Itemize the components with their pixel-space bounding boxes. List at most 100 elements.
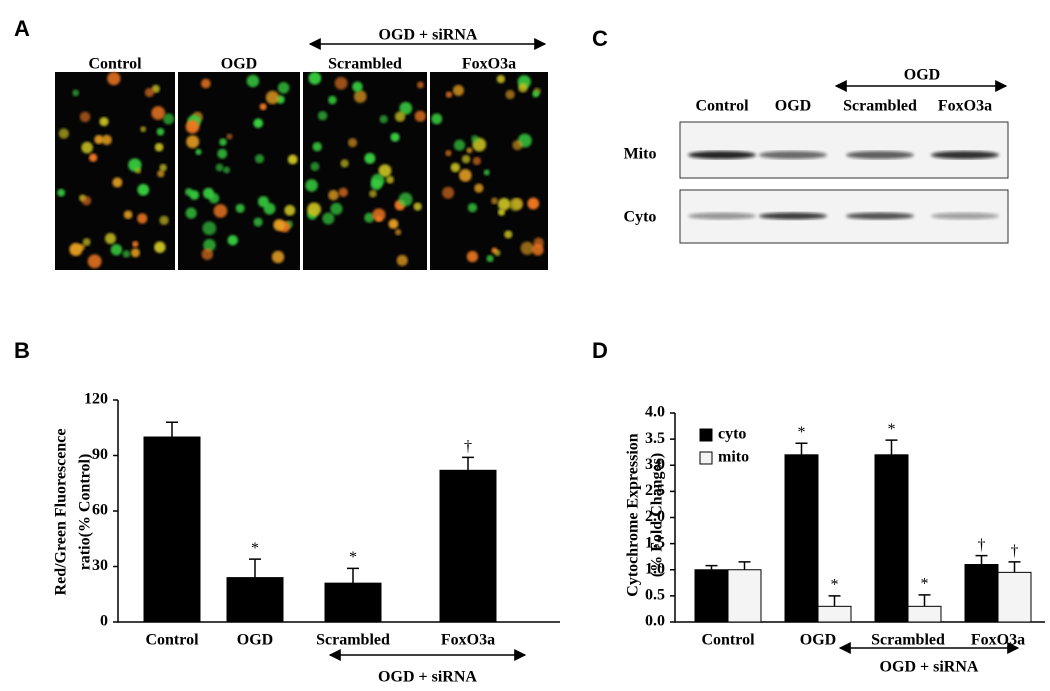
cell xyxy=(94,134,104,145)
cell xyxy=(82,238,91,247)
cell xyxy=(431,113,443,125)
cell xyxy=(417,81,424,89)
cell xyxy=(471,134,479,143)
bar xyxy=(907,605,942,623)
cell xyxy=(413,202,422,211)
panel-label: C xyxy=(592,26,608,51)
cell xyxy=(375,215,383,222)
panel-label: D xyxy=(592,338,608,363)
annotation: * xyxy=(251,540,259,557)
cell xyxy=(246,74,260,88)
cell xyxy=(273,219,286,231)
cell xyxy=(386,175,394,184)
cell xyxy=(195,148,202,155)
cell xyxy=(338,187,348,198)
error-bar xyxy=(738,561,751,570)
bar xyxy=(964,564,999,623)
cell xyxy=(154,142,164,152)
cell xyxy=(203,187,215,199)
band xyxy=(931,212,999,220)
annotation: * xyxy=(921,576,929,593)
bar xyxy=(439,469,497,623)
error-bar xyxy=(828,595,841,607)
row-label: Mito xyxy=(624,146,657,163)
lane-label: FoxO3a xyxy=(938,98,992,115)
cell xyxy=(69,242,83,257)
cell xyxy=(132,240,139,248)
y-tick-label: 90 xyxy=(92,446,108,463)
cell xyxy=(378,164,392,178)
cell xyxy=(157,170,165,178)
cell xyxy=(390,132,400,142)
cell xyxy=(369,189,377,198)
x-tick-label: Control xyxy=(145,632,199,649)
cell xyxy=(491,197,498,205)
cell xyxy=(104,232,116,245)
y-tick-label: 120 xyxy=(84,391,108,408)
cell xyxy=(151,106,166,120)
y-tick-label: 1.0 xyxy=(645,560,665,577)
cell xyxy=(494,249,501,257)
cell xyxy=(322,212,335,225)
cell xyxy=(201,248,214,261)
y-tick-label: 3.0 xyxy=(645,456,665,473)
cell xyxy=(159,215,169,225)
error-bar xyxy=(462,456,474,471)
y-tick-label: 4.0 xyxy=(645,404,665,421)
cell xyxy=(271,250,285,264)
group-label: OGD xyxy=(904,67,940,84)
cell xyxy=(466,250,479,263)
y-tick-label: 2.0 xyxy=(645,508,665,525)
cell xyxy=(520,241,534,255)
bar xyxy=(784,454,819,623)
cell xyxy=(213,204,228,218)
cell xyxy=(533,237,544,248)
lane-label: OGD xyxy=(775,98,811,115)
cell xyxy=(226,133,233,140)
image-label: FoxO3a xyxy=(462,56,516,73)
cell xyxy=(219,138,227,146)
y-axis-label: Red/Green Fluorescence xyxy=(53,429,70,596)
cell xyxy=(414,110,426,122)
cell xyxy=(156,127,165,136)
cell xyxy=(340,159,349,168)
cell xyxy=(518,82,528,93)
cell xyxy=(512,139,523,151)
error-bar xyxy=(795,442,808,455)
cell xyxy=(394,111,406,122)
band xyxy=(846,151,914,159)
cell xyxy=(79,111,91,123)
image-label: Control xyxy=(88,56,142,73)
bar xyxy=(694,569,729,623)
cell xyxy=(110,243,123,256)
cell xyxy=(265,90,280,105)
cell xyxy=(137,183,150,196)
cell xyxy=(312,141,322,152)
cell xyxy=(81,141,93,154)
x-tick-label: Scrambled xyxy=(316,632,390,649)
cell xyxy=(202,221,217,236)
cell xyxy=(352,81,363,93)
cell xyxy=(58,128,69,139)
cell xyxy=(466,147,473,154)
bar xyxy=(226,577,284,623)
error-bar xyxy=(249,558,261,578)
cell xyxy=(396,254,408,267)
cell xyxy=(445,91,453,98)
cell xyxy=(450,162,461,173)
error-bar xyxy=(347,567,359,584)
cell xyxy=(287,154,298,165)
cell xyxy=(310,162,320,172)
x-tick-label: OGD xyxy=(237,632,273,649)
cell xyxy=(467,202,478,213)
cell xyxy=(185,207,197,219)
micrograph xyxy=(303,72,427,270)
cell xyxy=(483,169,490,176)
cell xyxy=(101,134,112,145)
band xyxy=(846,212,914,220)
legend-swatch xyxy=(699,428,713,442)
cell xyxy=(453,139,466,151)
cell xyxy=(88,153,98,162)
bar xyxy=(874,454,909,623)
cell xyxy=(486,254,494,263)
